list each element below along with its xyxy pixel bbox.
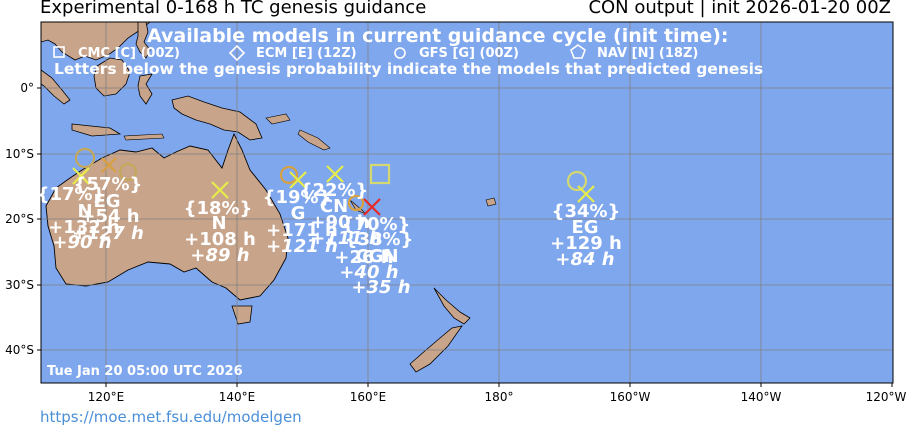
genesis-lead-time: +171 h (266, 220, 338, 241)
genesis-models: EG (93, 191, 120, 212)
genesis-probability: {19%} (263, 187, 332, 208)
genesis-cross-marker (326, 165, 344, 183)
longitude-labels: 120°E 140°E 160°E 180° 160°W 140°W 120°W (88, 390, 907, 404)
genesis-circle-marker (279, 165, 299, 185)
genesis-cross-marker (289, 171, 307, 189)
genesis-lead-time-mean: +111 h (310, 228, 382, 249)
legend-ecm: ECM [E] (12Z) (256, 46, 357, 61)
chart-title: Experimental 0-168 h TC genesis guidance (40, 0, 427, 18)
genesis-probability: {38%} (345, 229, 414, 250)
diamond-icon (228, 44, 246, 62)
genesis-lead-time: +90 h (310, 212, 369, 233)
genesis-models: CGN (355, 246, 398, 267)
genesis-circle-marker (74, 147, 96, 169)
source-link[interactable]: https://moe.met.fsu.edu/modelgen (40, 408, 302, 426)
genesis-models: N (211, 213, 226, 234)
genesis-lead-time-mean: +35 h (351, 277, 410, 298)
land-borneo (93, 57, 131, 97)
land-new-guinea (171, 95, 263, 141)
genesis-lead-time: +54 h (80, 206, 139, 227)
lon-label-180: 180° (485, 390, 514, 404)
lon-label-140w: 140°W (741, 390, 782, 404)
land-australia (45, 132, 289, 301)
genesis-cross-marker (72, 167, 90, 185)
latitude-labels: 0° 10°S 20°S 30°S 40°S (5, 81, 34, 357)
legend-note: Letters below the genesis probability in… (54, 60, 763, 78)
circle-icon (394, 47, 406, 59)
genesis-cross-marker (211, 181, 229, 199)
land-solomons (297, 129, 331, 151)
land-sumatra (41, 69, 71, 105)
legend-heading: Available models in current guidance cyc… (147, 25, 729, 47)
lon-label-140e: 140°E (219, 390, 256, 404)
genesis-lead-time-mean: +84 h (555, 249, 614, 270)
genesis-circle-marker (118, 162, 138, 182)
axis-ticks (37, 87, 893, 387)
timestamp: Tue Jan 20 05:00 UTC 2026 (47, 364, 243, 379)
genesis-lead-time: +26 h (334, 247, 393, 268)
legend-nav: NAV [N] (18Z) (597, 46, 698, 61)
pentagon-icon (570, 44, 586, 59)
genesis-probability: {17%} (37, 184, 106, 205)
genesis-lead-time-mean: +40 h (339, 262, 398, 283)
genesis-cross-marker (577, 185, 595, 203)
square-icon (53, 46, 65, 58)
genesis-markers (72, 147, 595, 216)
lat-label-40s: 40°S (5, 343, 34, 357)
lat-label-10s: 10°S (5, 147, 34, 161)
legend-cmc: CMC [C] (00Z) (78, 46, 180, 61)
genesis-lead-time-mean: +89 h (190, 245, 249, 266)
genesis-circle-marker (566, 170, 588, 192)
genesis-square-marker (369, 163, 391, 185)
genesis-probability: {18%} (184, 198, 253, 219)
land-new-zealand-north (433, 287, 471, 325)
genesis-labels: {17%} {57%} EG N +54 h +132 h +127 h +90… (37, 174, 622, 298)
genesis-probability: {22%} (300, 180, 369, 201)
genesis-models: G (291, 203, 306, 224)
lon-label-120w: 120°W (866, 390, 907, 404)
land-philippines (135, 22, 151, 59)
genesis-lead-time-mean: +121 h (266, 236, 338, 257)
genesis-probability: {70%} (342, 214, 411, 235)
map-frame (40, 21, 894, 384)
genesis-lead-time-mean: +127 h (72, 223, 144, 244)
land-new-zealand-south (409, 325, 463, 373)
init-time-title: CON output | init 2026-01-20 00Z (588, 0, 891, 18)
genesis-lead-time: +129 h (550, 233, 622, 254)
genesis-models: CN (320, 196, 348, 217)
genesis-cross-marker (363, 198, 381, 216)
lat-label-0: 0° (20, 81, 34, 95)
lon-label-120e: 120°E (88, 390, 125, 404)
genesis-probability: {57%} (74, 174, 143, 195)
genesis-probability: {34%} (552, 201, 621, 222)
lon-label-160w: 160°W (610, 390, 651, 404)
genesis-lead-time: +108 h (184, 229, 256, 250)
genesis-lead-time: +132 h (48, 217, 120, 238)
land-fiji (485, 197, 497, 207)
lat-label-30s: 30°S (5, 278, 34, 292)
lat-label-20s: 20°S (5, 212, 34, 226)
land-new-britain (265, 113, 291, 125)
genesis-models: EG (571, 217, 598, 238)
genesis-cross-marker (101, 157, 117, 173)
genesis-models: N (77, 201, 92, 222)
land-masses (41, 22, 497, 373)
lon-label-160e: 160°E (350, 390, 387, 404)
land-lesser-sunda (123, 133, 165, 141)
legend: Available models in current guidance cyc… (53, 25, 763, 78)
legend-gfs: GFS [G] (00Z) (419, 46, 519, 61)
genesis-circle-marker (347, 194, 365, 212)
genesis-lead-time-mean: +90 h (52, 232, 111, 253)
